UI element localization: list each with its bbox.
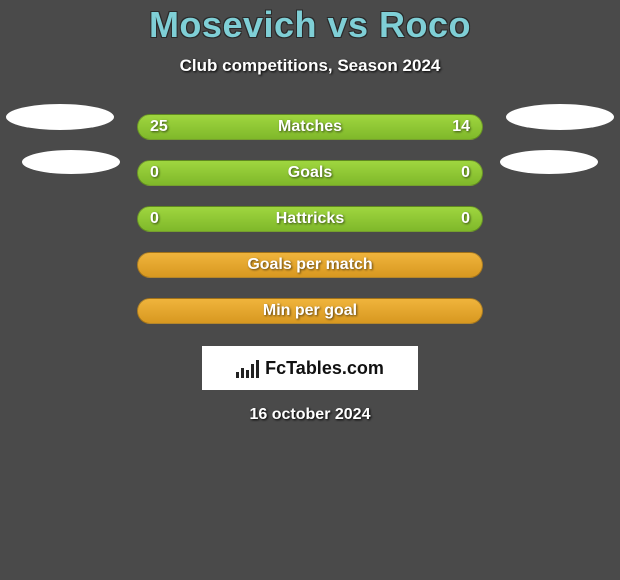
- comparison-card: Mosevich vs Roco Club competitions, Seas…: [0, 0, 620, 424]
- stat-row: Goals per match: [0, 242, 620, 288]
- player-marker-right: [500, 150, 598, 174]
- stat-left-value: 25: [150, 118, 168, 136]
- stat-left-value: 0: [150, 210, 159, 228]
- stat-label: Goals per match: [247, 256, 372, 274]
- subtitle: Club competitions, Season 2024: [180, 56, 441, 76]
- player-marker-left: [22, 150, 120, 174]
- stat-bar-goals: 0 Goals 0: [137, 160, 483, 186]
- stat-bar-hattricks: 0 Hattricks 0: [137, 206, 483, 232]
- source-badge: FcTables.com: [202, 346, 418, 390]
- stat-bar-min-per-goal: Min per goal: [137, 298, 483, 324]
- stat-bar-goals-per-match: Goals per match: [137, 252, 483, 278]
- stat-label: Hattricks: [276, 210, 344, 228]
- stats-area: 25 Matches 14 0 Goals 0 0 Hattricks 0: [0, 104, 620, 424]
- stat-label: Matches: [278, 118, 342, 136]
- chart-icon: [236, 358, 259, 378]
- stat-right-value: 0: [461, 210, 470, 228]
- stat-bar-matches: 25 Matches 14: [137, 114, 483, 140]
- stat-right-value: 0: [461, 164, 470, 182]
- player-marker-right: [506, 104, 614, 130]
- stat-row: 0 Hattricks 0: [0, 196, 620, 242]
- source-text: FcTables.com: [265, 358, 384, 379]
- stat-row: 25 Matches 14: [0, 104, 620, 150]
- stat-row: 0 Goals 0: [0, 150, 620, 196]
- page-title: Mosevich vs Roco: [149, 4, 471, 46]
- stat-row: Min per goal: [0, 288, 620, 334]
- stat-left-value: 0: [150, 164, 159, 182]
- date-label: 16 october 2024: [250, 406, 371, 424]
- stat-label: Goals: [288, 164, 332, 182]
- stat-label: Min per goal: [263, 302, 357, 320]
- stat-right-value: 14: [452, 118, 470, 136]
- player-marker-left: [6, 104, 114, 130]
